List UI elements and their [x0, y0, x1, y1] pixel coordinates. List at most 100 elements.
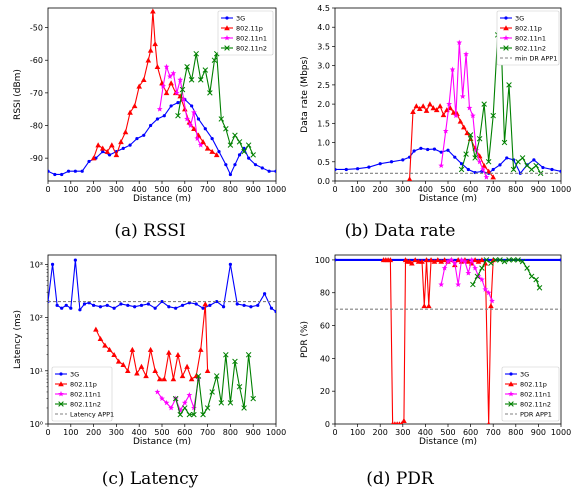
legend-marker [225, 16, 229, 20]
data-point [423, 107, 430, 113]
legend: 3G 802.11p 802.11n1 802.11n2 PDR APP1 [501, 366, 560, 422]
data-point [194, 302, 198, 306]
data-point [172, 395, 179, 402]
x-tick-label: 600 [177, 185, 192, 194]
y-tick-label: 10¹ [30, 367, 43, 376]
data-point [479, 257, 485, 263]
y-tick-label: 3.0 [317, 62, 330, 71]
data-point [463, 51, 469, 57]
data-point [78, 308, 82, 312]
legend-marker-b [224, 45, 230, 51]
data-point [235, 302, 239, 306]
x-axis-label: Distance (m) [133, 194, 191, 204]
data-point [431, 258, 438, 264]
data-point [397, 421, 401, 424]
data-point [126, 303, 130, 307]
data-point [274, 309, 276, 314]
data-point [441, 265, 448, 271]
data-point [479, 276, 485, 283]
data-point [250, 152, 256, 158]
chart-3: 0 100 200 300 400 500 600 700 800 900 1000 10⁰ 10¹ 10… [13, 254, 286, 489]
legend-label: 802.11n2 [515, 44, 546, 52]
data-point [425, 303, 432, 309]
data-point [160, 83, 166, 89]
data-point [106, 346, 113, 352]
series-3g [48, 258, 276, 314]
data-point [485, 168, 492, 174]
data-point [256, 303, 260, 307]
data-point [166, 349, 172, 355]
data-point [163, 90, 170, 96]
data-point-b [232, 358, 238, 365]
x-tick-label: 500 [440, 428, 455, 437]
data-point [107, 153, 112, 157]
x-tick-label: 900 [531, 185, 546, 194]
data-point [465, 270, 472, 276]
x-tick-label: 100 [350, 185, 365, 194]
data-point [440, 112, 447, 118]
data-point [73, 258, 77, 262]
chart-caption: (d) PDR [366, 469, 435, 489]
y-tick-label: 4.0 [317, 23, 330, 32]
data-point-b [213, 373, 220, 379]
data-point [438, 281, 445, 287]
data-point [97, 335, 104, 341]
data-point [204, 405, 211, 411]
x-tick-label: 1000 [551, 428, 571, 437]
data-point [241, 148, 247, 155]
data-point [201, 306, 205, 310]
data-point [455, 257, 461, 263]
data-point-b [488, 260, 494, 266]
data-point [476, 135, 483, 142]
data-point [445, 258, 451, 264]
y-tick-label: 60 [320, 322, 330, 331]
legend-marker-b [58, 401, 64, 407]
data-point [55, 303, 59, 307]
data-point-b [481, 101, 487, 107]
data-point-b [232, 132, 238, 139]
data-point-b [218, 400, 225, 406]
data-point [98, 305, 103, 309]
data-point [159, 395, 165, 402]
x-tick-label: 300 [395, 428, 410, 437]
data-point [475, 258, 482, 264]
y-tick-label: -90 [30, 154, 43, 163]
legend-marker [508, 391, 514, 397]
legend-box [496, 10, 560, 66]
data-point-b [191, 411, 197, 418]
data-point [462, 258, 468, 264]
data-point [533, 162, 539, 169]
data-point [483, 257, 490, 263]
legend-label: 3G [515, 14, 524, 22]
data-point-b [207, 90, 213, 96]
data-point [450, 109, 457, 115]
data-point [196, 117, 201, 121]
data-point-b [524, 162, 530, 169]
data-point [202, 67, 209, 73]
data-point [176, 101, 180, 105]
series-line [177, 53, 254, 156]
data-point [203, 127, 207, 131]
data-point [145, 57, 152, 63]
data-point [184, 363, 190, 369]
data-point [204, 145, 211, 151]
data-point [437, 103, 443, 109]
data-point [423, 257, 430, 263]
data-point [533, 276, 539, 283]
y-tick-label: 80 [320, 289, 330, 298]
data-point [138, 363, 145, 369]
data-point [419, 258, 425, 264]
data-point [515, 159, 521, 165]
plot-area [48, 258, 276, 418]
data-point [128, 143, 132, 147]
legend-marker [509, 372, 513, 376]
data-point [335, 167, 337, 172]
legend-label: 802.11n1 [70, 390, 101, 398]
legend-label: 802.11p [236, 24, 263, 32]
data-point-b [463, 151, 469, 157]
data-point [428, 257, 434, 263]
legend-marker-b [508, 401, 514, 407]
legend-label: 802.11n1 [520, 390, 551, 398]
data-point [421, 303, 428, 309]
data-point [446, 101, 452, 107]
